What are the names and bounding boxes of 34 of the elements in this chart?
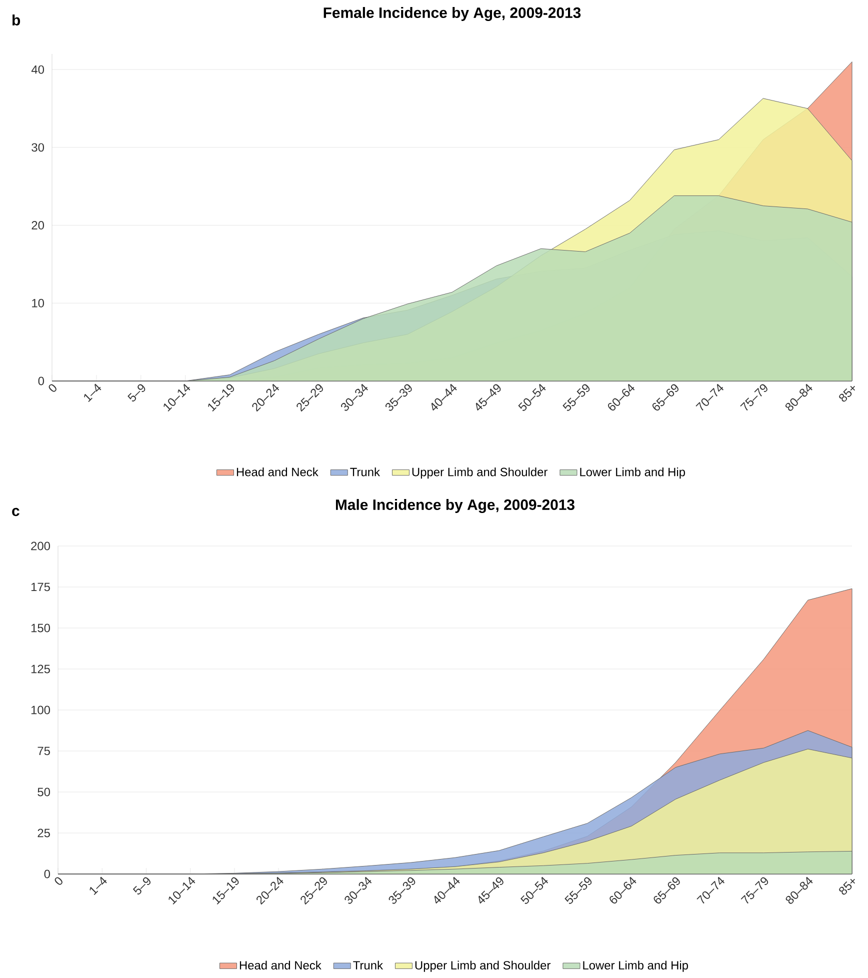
y-tick-label: 100 — [31, 706, 50, 714]
y-tick-label: 150 — [31, 624, 50, 632]
y-tick-label: 50 — [38, 788, 50, 796]
x-tick-label: 0 — [48, 384, 56, 392]
x-tick-label: 85+ — [839, 878, 856, 895]
legend-label: Trunk — [353, 960, 384, 970]
y-tick-label: 40 — [31, 65, 44, 74]
y-tick-label: 30 — [32, 143, 44, 152]
y-tick-label: 25 — [38, 828, 50, 838]
x-tick-label: 1–4 — [90, 876, 107, 895]
x-tick-label: 5–9 — [132, 877, 150, 894]
text: b — [12, 14, 20, 26]
text: c — [12, 508, 20, 516]
chart-title: Male Incidence by Age, 2009-2013 — [336, 499, 574, 514]
chart-title: Female Incidence by Age, 2009-2013 — [324, 7, 581, 22]
y-tick-label: 0 — [38, 376, 44, 386]
x-tick-label: 1–4 — [84, 384, 102, 402]
legend-label: Head and Neck — [240, 960, 322, 970]
legend-label: Lower Limb and Hip — [580, 467, 685, 479]
legend-label: Lower Limb and Hip — [583, 960, 688, 972]
y-tick-label: 125 — [31, 664, 50, 674]
y-tick-label: 0 — [44, 870, 50, 878]
legend-label: Upper Limb and Shoulder — [415, 960, 550, 972]
y-tick-label: 200 — [31, 542, 50, 550]
legend-label: Head and Neck — [236, 467, 318, 476]
legend-label: Upper Limb and Shoulder — [412, 467, 548, 479]
y-tick-label: 75 — [38, 746, 50, 756]
legend-label: Trunk — [350, 467, 380, 476]
x-tick-label: 0 — [54, 877, 62, 885]
x-tick-label: 85+ — [839, 386, 856, 402]
y-tick-label: 10 — [32, 298, 44, 308]
x-tick-label: 5–9 — [128, 384, 146, 402]
y-tick-label: 175 — [31, 582, 50, 592]
y-tick-label: 20 — [32, 221, 44, 230]
